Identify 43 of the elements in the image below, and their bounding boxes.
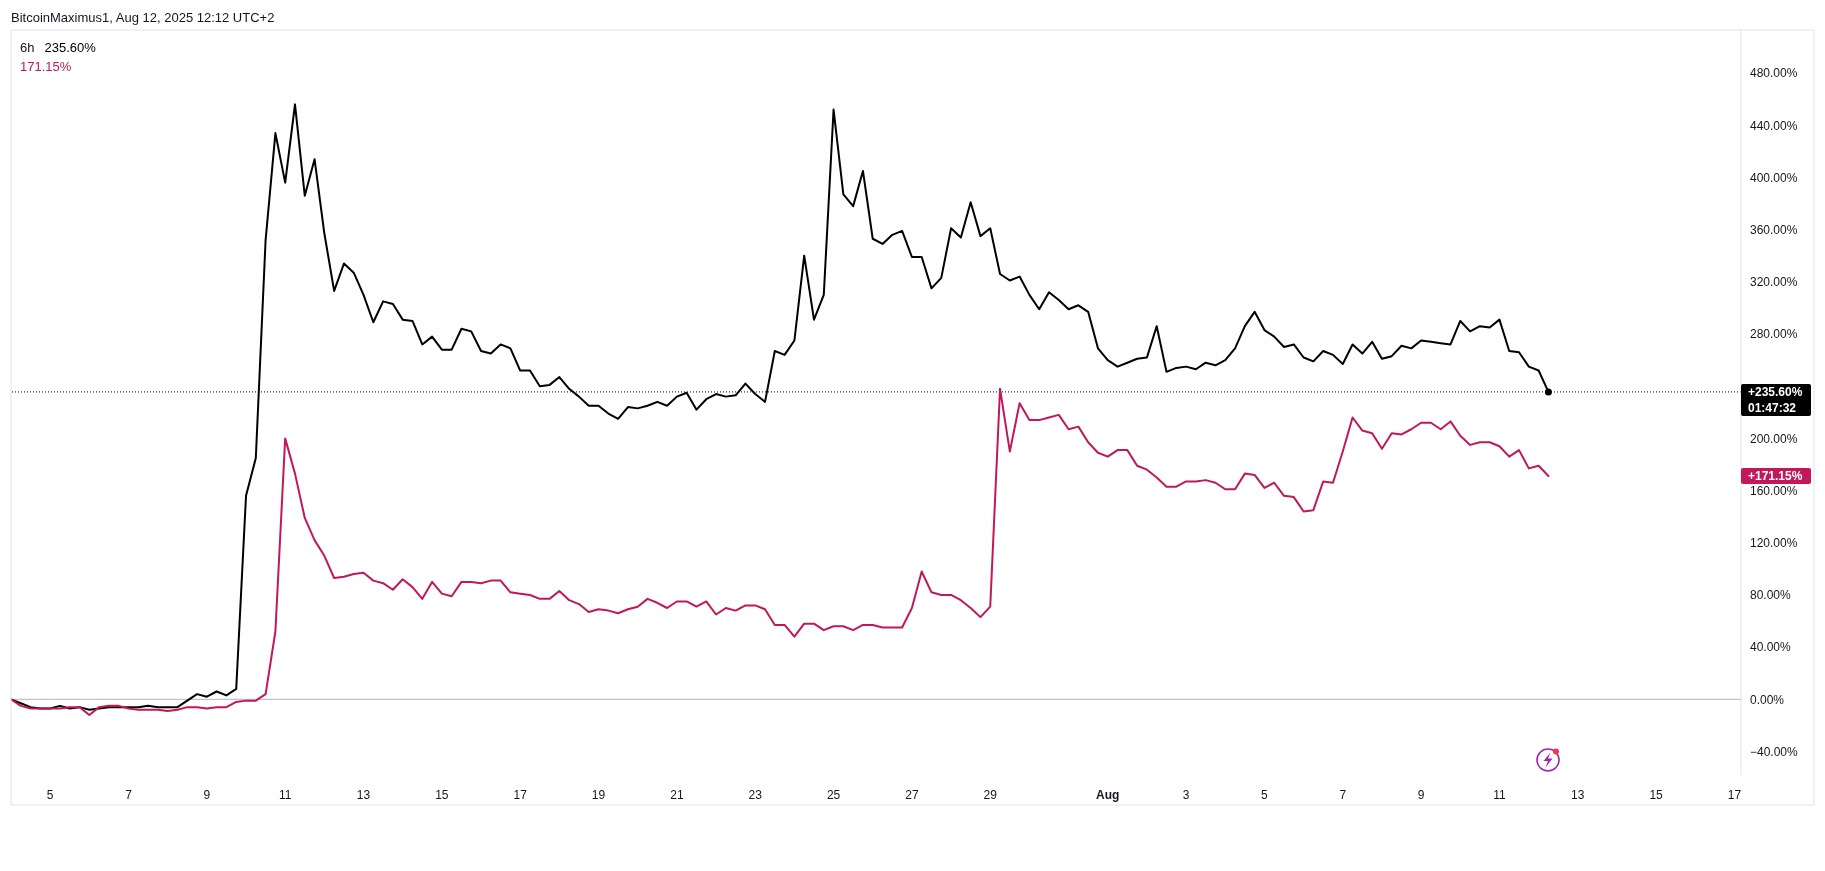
x-tick-label: Aug [1096, 788, 1120, 802]
x-tick-label: 17 [1727, 788, 1742, 802]
y-tick-label: 480.00% [1750, 66, 1798, 81]
x-tick-label: 25 [826, 788, 841, 802]
text: BitcoinMaximus1, Aug 12, 2025 12:12 UTC+2 [11, 9, 275, 25]
y-tick-label: 360.00% [1750, 222, 1798, 237]
y-tick-label: 0.00% [1750, 692, 1785, 707]
y-tick-label: 120.00% [1750, 536, 1798, 551]
x-tick-label: 15 [435, 788, 449, 802]
x-tick-label: 5 [46, 788, 54, 802]
x-tick-label: 5 [1261, 788, 1269, 802]
x-tick-label: 11 [278, 788, 292, 802]
ref-line-label: +235.60% [1748, 384, 1803, 399]
x-tick-label: 23 [748, 788, 763, 802]
y-tick-label: 80.00% [1750, 588, 1792, 603]
x-tick-label: 3 [1182, 788, 1190, 802]
text: +171.15% [1748, 469, 1803, 484]
x-tick-label: 15 [1649, 788, 1664, 802]
y-tick-label: 160.00% [1750, 483, 1798, 498]
x-tick-label: 17 [513, 788, 528, 802]
x-tick-label: 11 [1493, 788, 1506, 802]
x-tick-label: 13 [1571, 788, 1585, 802]
text: 01:47:32 [1748, 400, 1797, 415]
x-tick-label: 7 [1339, 788, 1347, 802]
y-tick-label: 40.00% [1750, 640, 1792, 655]
x-tick-label: 21 [670, 788, 684, 802]
x-tick-label: 13 [356, 788, 371, 802]
line-series [11, 387, 1550, 716]
x-tick-label: 27 [905, 788, 919, 802]
annotation: 6h [20, 39, 35, 55]
y-tick-label: 280.00% [1750, 327, 1798, 342]
y-tick-label: 440.00% [1750, 118, 1798, 133]
y-tick-label: −40.00% [1750, 744, 1799, 759]
x-tick-label: 9 [203, 788, 211, 802]
annotation: 171.15% [20, 58, 72, 74]
x-tick-label: 19 [591, 788, 606, 802]
y-tick-label: 320.00% [1750, 275, 1798, 290]
x-tick-label: 7 [125, 788, 133, 802]
y-tick-label: 400.00% [1750, 170, 1798, 185]
x-tick-label: 9 [1417, 788, 1425, 802]
annotation: 235.60% [44, 39, 97, 55]
x-tick-label: 29 [983, 788, 998, 802]
y-tick-label: 200.00% [1750, 431, 1798, 446]
